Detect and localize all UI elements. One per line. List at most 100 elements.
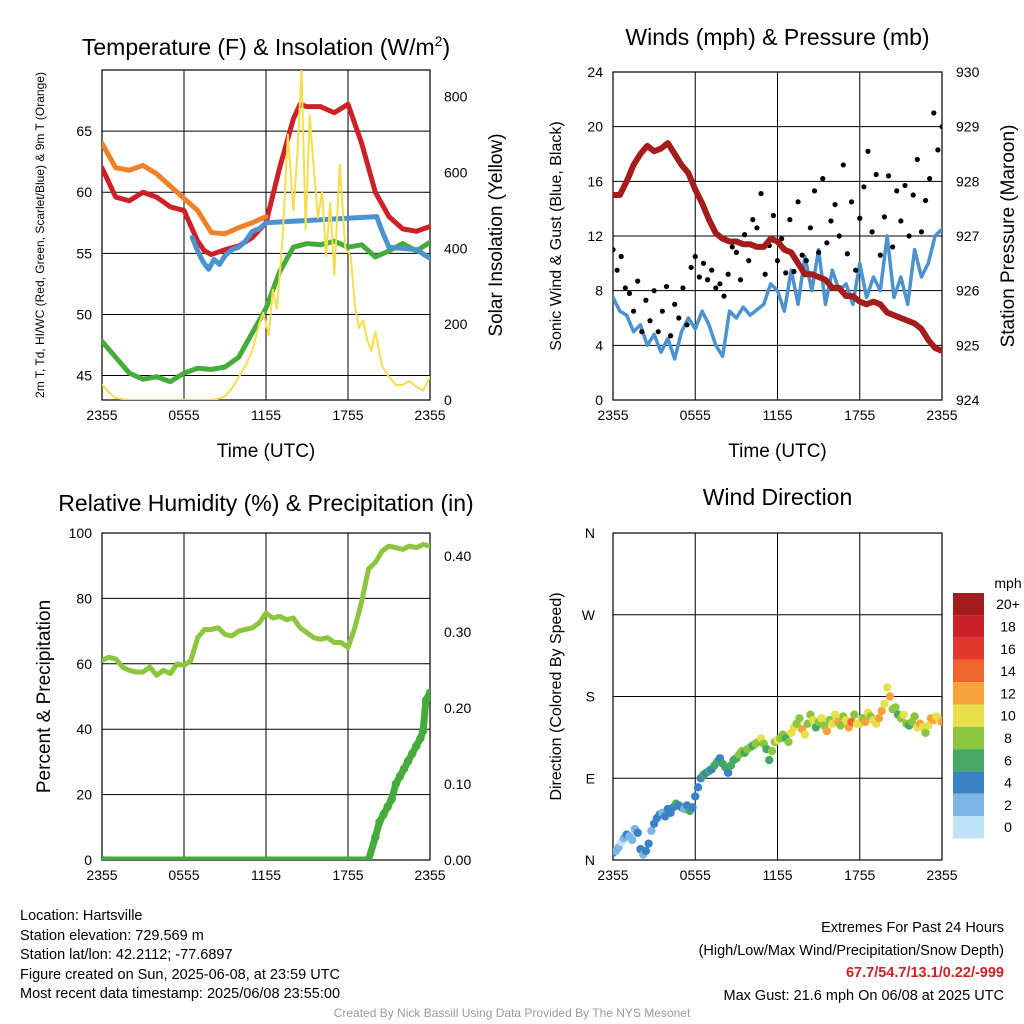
wind-direction-point (693, 783, 703, 792)
y-axis-label: 2m T, Td, HI/WC (Red, Green, Scarlet/Blu… (33, 72, 47, 398)
gust-point (630, 308, 637, 314)
plot-area (613, 683, 942, 859)
x-tick-label: 0555 (168, 407, 199, 423)
wind-direction-point (921, 728, 930, 738)
y-right-tick-label: 0.40 (444, 548, 471, 564)
plot-frame (612, 71, 943, 401)
plot-area (102, 541, 430, 860)
y-tick-label: 12 (587, 228, 603, 244)
legend-label: 4 (1004, 775, 1012, 791)
gust-point (684, 322, 690, 328)
td-line (102, 238, 430, 385)
wind-direction-point (874, 714, 884, 723)
gust-point (787, 217, 793, 223)
plot-area (102, 70, 430, 400)
gust-point (906, 233, 912, 239)
gust-point (663, 283, 670, 290)
x-tick-label: 2355 (414, 867, 445, 883)
station-pressure-line (613, 140, 942, 354)
y-right-axis-label: Station Pressure (Maroon) (998, 125, 1019, 348)
gust-point (737, 277, 744, 283)
y-tick-label: N (585, 525, 595, 541)
gust-point (688, 264, 694, 271)
legend-label: 0 (1004, 819, 1012, 835)
gust-point (832, 201, 838, 208)
gust-point (873, 171, 879, 178)
legend-swatch (953, 726, 984, 750)
gust-point (626, 290, 633, 296)
legend-label: 14 (1000, 663, 1016, 679)
y-right-tick-label: 930 (956, 64, 980, 80)
gust-point (795, 199, 801, 205)
gust-point (754, 225, 760, 231)
plot-frame (612, 532, 943, 861)
wind-direction-point (633, 828, 642, 837)
wind-direction-point (647, 826, 656, 836)
gust-point (639, 329, 645, 335)
y-right-tick-label: 800 (444, 89, 468, 105)
gust-point (935, 147, 941, 153)
gust-point (857, 215, 863, 221)
max-gust-text: Max Gust: 21.6 mph On 06/08 at 2025 UTC (723, 987, 1004, 1004)
wind-direction-point (723, 768, 733, 777)
y-axis-label: Sonic Wind & Gust (Blue, Black) (548, 121, 565, 350)
legend-label: 20+ (996, 596, 1020, 612)
y-right-tick-label: 600 (444, 164, 468, 180)
wind-direction-point (877, 706, 886, 716)
wind-direction-point (861, 717, 870, 727)
gust-point (651, 288, 657, 294)
y-right-tick-label: 929 (956, 119, 980, 135)
recent-text: Most recent data timestamp: 2025/06/08 2… (20, 986, 341, 1002)
gust-point (902, 182, 908, 189)
wind-direction-point (850, 710, 859, 719)
created-text: Figure created on Sun, 2025-06-08, at 23… (20, 966, 340, 983)
extremes-subtitle: (High/Low/Max Wind/Precipitation/Snow De… (698, 942, 1004, 959)
wind-direction-point (891, 703, 900, 712)
extremes-values: 67.7/54.7/13.1/0.22/-999 (845, 965, 1004, 981)
wind-direction-point (795, 714, 804, 723)
gust-point (696, 274, 702, 280)
latlon-text: Station lat/lon: 42.2112; -77.6897 (20, 947, 233, 963)
y-tick-label: 60 (76, 656, 92, 672)
y-right-tick-label: 926 (956, 283, 980, 299)
legend-swatch (953, 816, 984, 839)
legend-swatch (953, 771, 984, 794)
chart-title: Temperature (F) & Insolation (W/m2) (82, 33, 450, 60)
station-info: Location: Hartsville Station elevation: … (20, 907, 340, 1005)
gust-point (848, 199, 855, 205)
x-axis-label: Time (UTC) (217, 441, 316, 462)
gust-point (635, 278, 641, 284)
x-tick-label: 1155 (251, 867, 281, 883)
legend-swatch (953, 749, 984, 772)
precipitation-line (102, 691, 430, 860)
y-tick-label: N (585, 852, 595, 868)
y-right-tick-label: 0.10 (444, 776, 471, 792)
gust-point (659, 308, 665, 314)
gust-point (774, 258, 781, 264)
wind-direction-point (830, 710, 840, 719)
wind-direction-point (688, 803, 697, 812)
gust-point (865, 148, 871, 154)
wind-direction-point (882, 683, 892, 692)
x-tick-label: 0555 (168, 867, 199, 883)
legend-label: 12 (1000, 685, 1016, 701)
gust-point (692, 253, 698, 260)
x-tick-label: 2355 (414, 407, 445, 423)
gust-point (861, 184, 867, 190)
gust-point (877, 252, 883, 258)
wind-direction-point (880, 699, 889, 708)
y-tick-label: 8 (595, 283, 603, 299)
x-tick-label: 0555 (680, 407, 711, 423)
gust-point (918, 229, 925, 235)
legend-swatch (953, 615, 984, 638)
y-tick-label: 60 (76, 184, 92, 200)
9m-t-line (102, 140, 269, 237)
y-tick-label: 0 (595, 392, 603, 408)
gust-point (853, 267, 859, 273)
y-axis-label: Percent & Precipitation (34, 600, 55, 793)
humidity-chart: 2355 0555 1155 1755 23550204060801000.000.10… (34, 490, 474, 883)
x-tick-label: 2355 (86, 407, 117, 423)
legend-swatch (953, 637, 984, 660)
